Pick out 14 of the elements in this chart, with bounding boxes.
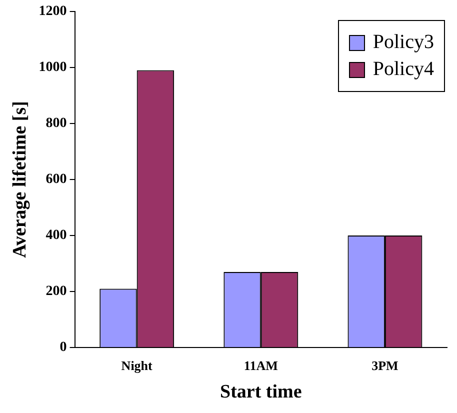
y-tick-label: 0 — [60, 340, 67, 356]
y-tick-label: 1000 — [38, 60, 67, 76]
x-tick-label: 3PM — [372, 358, 398, 373]
legend-label: Policy4 — [372, 58, 434, 81]
y-tick-label: 600 — [46, 172, 67, 188]
x-axis-title: Start time — [220, 382, 302, 403]
x-tick-label: Night — [121, 358, 154, 373]
y-axis-title: Average lifetime [s] — [9, 101, 30, 258]
y-tick-label: 1200 — [38, 4, 67, 20]
x-tick-label: 11AM — [244, 358, 278, 373]
legend-label: Policy3 — [372, 31, 434, 54]
y-tick-label: 200 — [46, 284, 67, 300]
y-tick-label: 400 — [46, 228, 67, 244]
y-tick-label: 800 — [46, 116, 67, 132]
